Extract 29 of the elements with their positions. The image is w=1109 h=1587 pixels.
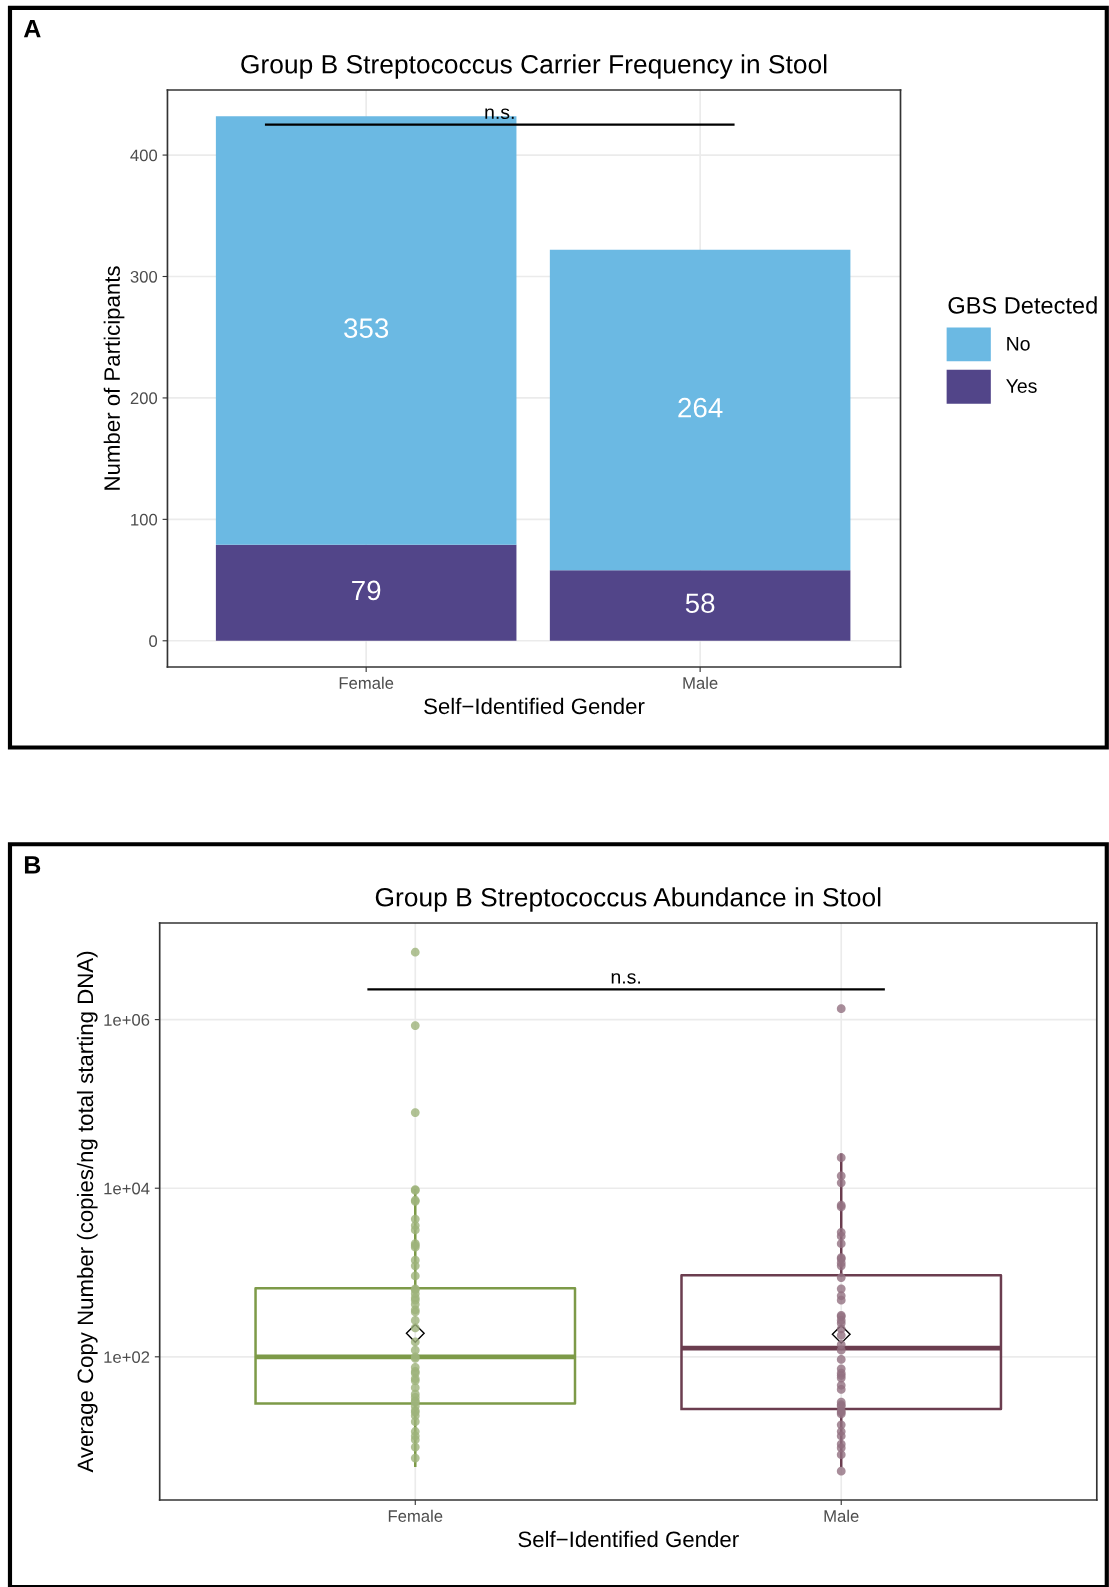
x-tick-label: Female: [339, 676, 394, 689]
data-label: 79: [352, 580, 381, 601]
annotation: n.s.: [611, 973, 641, 984]
text: B: [24, 856, 41, 874]
y-tick-label: 1e+06: [104, 1014, 150, 1026]
text: A: [23, 19, 41, 38]
y-tick-label: 300: [130, 270, 158, 283]
data-label: 58: [685, 593, 715, 614]
x-tick-label: Female: [388, 1509, 443, 1522]
y-tick-label: 1e+04: [104, 1182, 150, 1195]
y-tick-label: 1e+02: [104, 1351, 150, 1364]
legend-title: GBS Detected: [948, 296, 1097, 314]
x-tick-label: Male: [824, 1509, 859, 1522]
y-axis-title: Number of Participants: [103, 266, 125, 490]
y-tick-label: 200: [130, 392, 158, 405]
x-axis-title: Self−Identified Gender: [424, 697, 645, 715]
y-tick-label: 100: [131, 513, 158, 526]
chart-title: Group B Streptococcus Carrier Frequency in Stool: [241, 54, 827, 79]
data-label: 264: [678, 397, 723, 418]
legend-label: Yes: [1006, 379, 1037, 393]
x-axis-title: Self−Identified Gender: [518, 1530, 739, 1548]
data-label: 353: [344, 318, 389, 338]
x-tick-label: Male: [683, 676, 718, 689]
y-axis-title: Average Copy Number (copies/ng total starting DNA): [76, 951, 98, 1473]
y-tick-label: 400: [130, 149, 158, 162]
annotation: n.s.: [485, 108, 514, 120]
chart-title: Group B Streptococcus Abundance in Stool: [375, 887, 881, 912]
y-tick-label: 0: [149, 635, 158, 647]
legend-label: No: [1007, 337, 1030, 351]
